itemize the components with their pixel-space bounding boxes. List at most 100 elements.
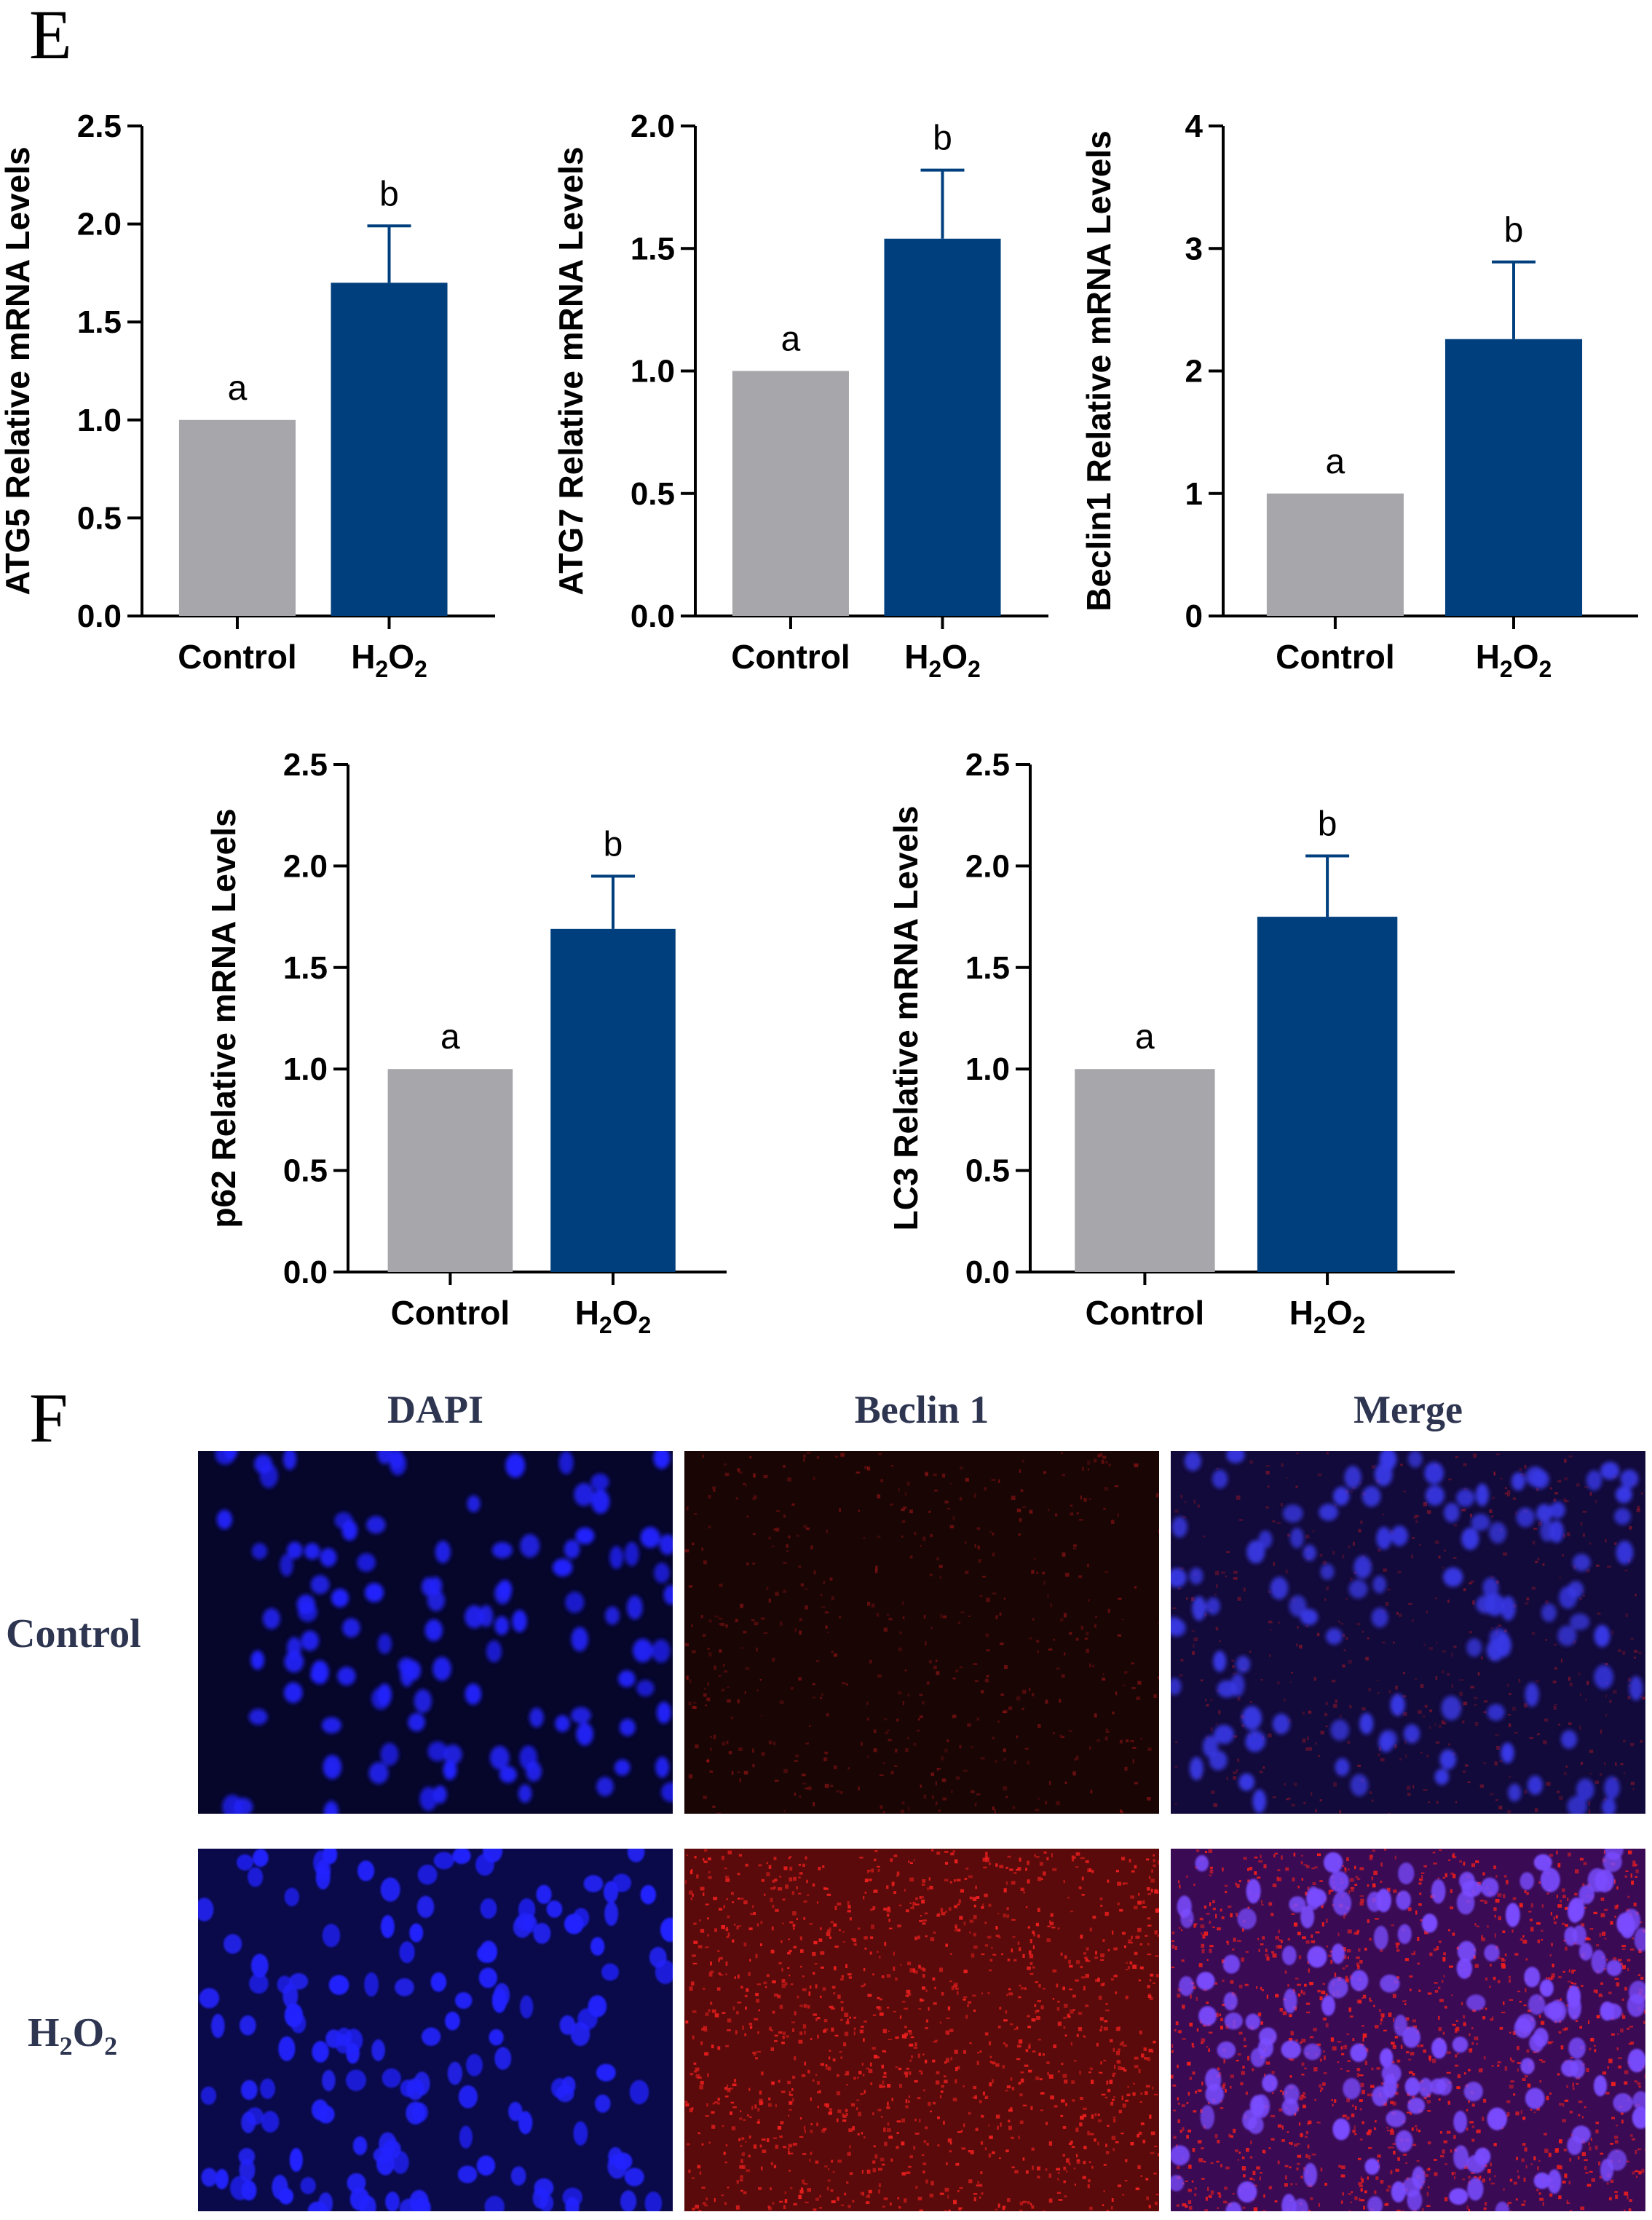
signal-speckle bbox=[1568, 2181, 1571, 2184]
signal-speckle bbox=[1034, 2004, 1037, 2007]
chart-2-y-axis-label: ATG7 Relative mRNA Levels bbox=[552, 146, 590, 595]
signal-speckle bbox=[1558, 1975, 1562, 1979]
signal-speckle bbox=[837, 1903, 842, 1905]
signal-speckle bbox=[1380, 2022, 1382, 2025]
signal-speckle bbox=[906, 1989, 911, 1994]
signal-speckle bbox=[836, 1790, 840, 1793]
signal-speckle bbox=[961, 2147, 966, 2150]
signal-speckle bbox=[756, 1923, 759, 1927]
signal-speckle bbox=[1241, 2071, 1245, 2075]
signal-speckle bbox=[904, 2007, 909, 2010]
signal-speckle bbox=[843, 2042, 847, 2047]
signal-speckle bbox=[1091, 1870, 1094, 1873]
signal-speckle bbox=[1147, 2057, 1150, 2061]
signal-speckle bbox=[805, 1527, 810, 1530]
signal-speckle bbox=[952, 2098, 957, 2102]
signal-speckle bbox=[925, 2059, 928, 2063]
nucleus bbox=[1571, 2125, 1591, 2144]
signal-speckle bbox=[1146, 2196, 1149, 2200]
signal-speckle bbox=[1019, 1857, 1021, 1862]
signal-speckle bbox=[1443, 1549, 1446, 1552]
signal-speckle bbox=[1416, 2160, 1420, 2162]
signal-speckle bbox=[979, 2196, 981, 2199]
signal-speckle bbox=[1373, 2004, 1375, 2007]
signal-speckle bbox=[1201, 2178, 1205, 2180]
signal-speckle bbox=[1548, 2152, 1552, 2157]
nucleus bbox=[663, 1584, 673, 1605]
signal-speckle bbox=[1562, 2180, 1566, 2184]
signal-speckle bbox=[1038, 1983, 1041, 1988]
signal-speckle bbox=[804, 2061, 807, 2066]
signal-speckle bbox=[1131, 1935, 1133, 1940]
signal-speckle bbox=[1317, 1989, 1321, 1993]
signal-speckle bbox=[1155, 1955, 1159, 1957]
signal-speckle bbox=[824, 1751, 829, 1755]
signal-speckle bbox=[1220, 2107, 1224, 2109]
signal-speckle bbox=[882, 2085, 886, 2088]
chart-3-significance-letter: a bbox=[1326, 443, 1345, 481]
signal-speckle bbox=[1277, 1869, 1281, 1871]
signal-speckle bbox=[1226, 1777, 1228, 1781]
signal-speckle bbox=[1517, 2069, 1519, 2072]
signal-speckle bbox=[1104, 1911, 1109, 1916]
signal-speckle bbox=[1471, 1863, 1475, 1868]
signal-speckle bbox=[1305, 1534, 1310, 1538]
signal-speckle bbox=[1303, 2167, 1305, 2170]
signal-speckle bbox=[829, 1927, 831, 1932]
signal-speckle bbox=[1377, 2154, 1381, 2158]
signal-speckle bbox=[810, 2130, 813, 2133]
signal-speckle bbox=[1614, 1905, 1619, 1910]
signal-speckle bbox=[1085, 2004, 1089, 2007]
signal-speckle bbox=[1581, 1984, 1584, 1988]
signal-speckle bbox=[1640, 1493, 1643, 1495]
signal-speckle bbox=[799, 2117, 802, 2120]
signal-speckle bbox=[864, 1892, 867, 1894]
signal-speckle bbox=[804, 1588, 809, 1590]
signal-speckle bbox=[1300, 1989, 1303, 1994]
signal-speckle bbox=[1253, 2184, 1257, 2187]
signal-speckle bbox=[1323, 2071, 1327, 2074]
signal-speckle bbox=[1222, 2003, 1226, 2007]
chart-5-y-tick-label: 0.5 bbox=[965, 1153, 1010, 1189]
signal-speckle bbox=[1230, 2074, 1235, 2079]
signal-speckle bbox=[1387, 2185, 1391, 2189]
signal-speckle bbox=[1441, 1670, 1444, 1674]
signal-speckle bbox=[1125, 1995, 1129, 1999]
signal-speckle bbox=[1011, 1496, 1016, 1501]
signal-speckle bbox=[1481, 1937, 1486, 1942]
signal-speckle bbox=[840, 2007, 844, 2012]
nucleus bbox=[1594, 1624, 1610, 1648]
signal-speckle bbox=[1353, 1932, 1359, 1935]
signal-speckle bbox=[930, 2110, 933, 2113]
signal-speckle bbox=[1073, 2168, 1076, 2170]
nucleus bbox=[199, 1988, 220, 2009]
signal-speckle bbox=[1214, 2012, 1219, 2018]
signal-speckle bbox=[1337, 2061, 1340, 2063]
signal-speckle bbox=[1463, 1463, 1467, 1466]
signal-speckle bbox=[708, 1652, 712, 1656]
signal-speckle bbox=[847, 1900, 850, 1905]
signal-speckle bbox=[723, 2152, 726, 2155]
nucleus bbox=[1570, 1613, 1590, 1630]
signal-speckle bbox=[880, 1479, 884, 1482]
signal-speckle bbox=[737, 1974, 740, 1979]
signal-speckle bbox=[1475, 1860, 1479, 1863]
signal-speckle bbox=[1416, 2128, 1418, 2132]
signal-speckle bbox=[1482, 2178, 1486, 2183]
nucleus bbox=[508, 2101, 523, 2122]
signal-speckle bbox=[1386, 2127, 1388, 2129]
nucleus bbox=[1594, 1869, 1615, 1892]
signal-speckle bbox=[1504, 1954, 1507, 1956]
signal-speckle bbox=[1179, 1567, 1184, 1570]
signal-speckle bbox=[1281, 1855, 1283, 1860]
signal-speckle bbox=[1177, 1587, 1181, 1589]
signal-speckle bbox=[742, 2025, 744, 2030]
signal-speckle bbox=[1097, 2113, 1100, 2117]
nucleus bbox=[1614, 1508, 1631, 1525]
signal-speckle bbox=[1230, 1913, 1233, 1918]
signal-speckle bbox=[1533, 2156, 1536, 2161]
signal-speckle bbox=[722, 2012, 726, 2014]
signal-speckle bbox=[1354, 1884, 1358, 1887]
signal-speckle bbox=[804, 1605, 809, 1610]
signal-speckle bbox=[1087, 2184, 1090, 2189]
